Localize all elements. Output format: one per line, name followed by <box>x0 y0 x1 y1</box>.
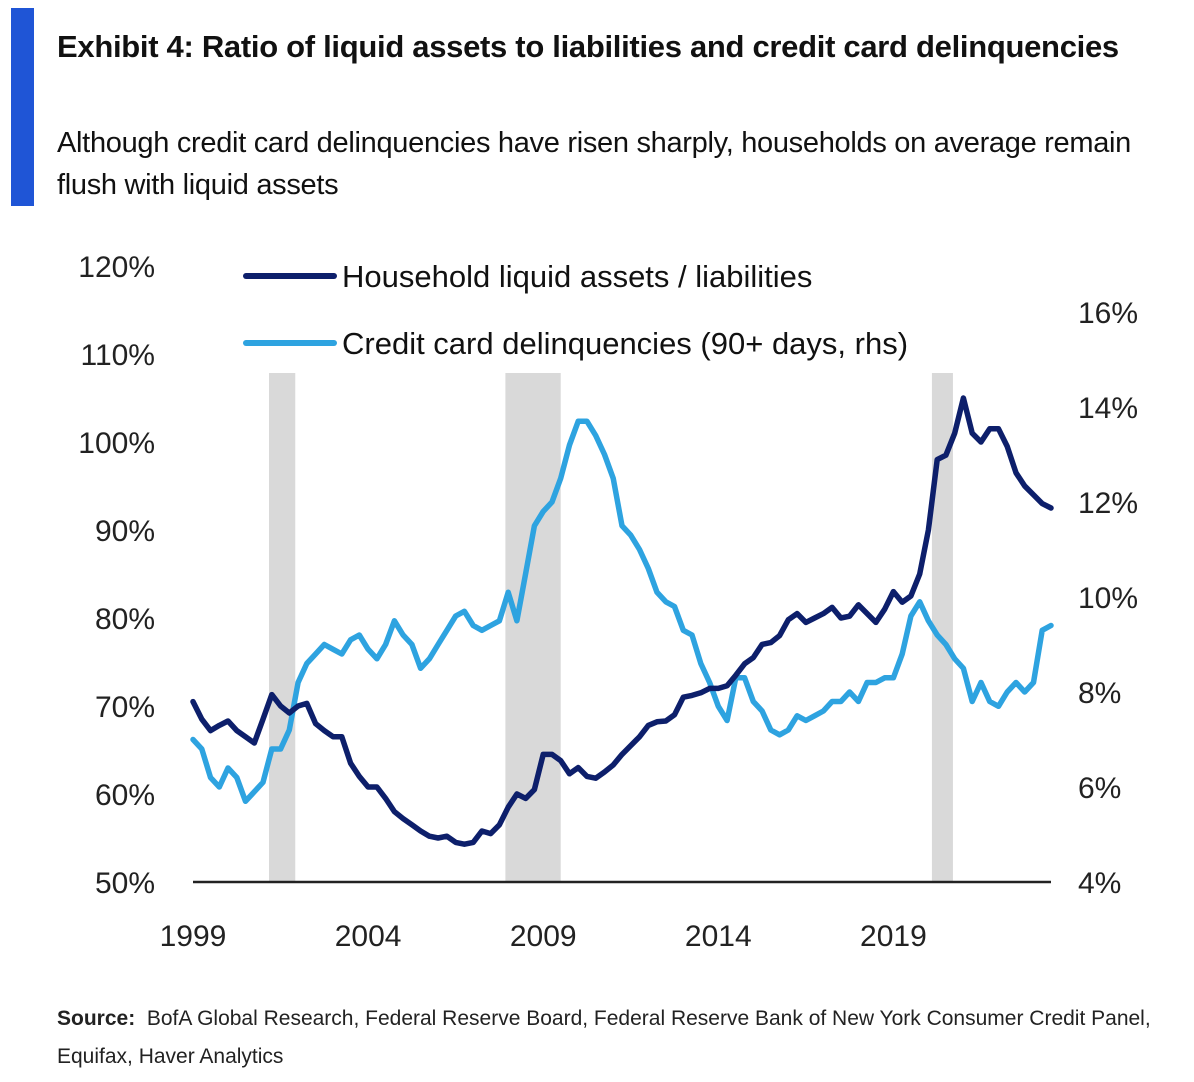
source-note: Source: BofA Global Research, Federal Re… <box>57 1000 1167 1076</box>
y-left-tick-label: 60% <box>95 779 155 812</box>
source-label: Source: <box>57 1007 136 1030</box>
y-right-tick-label: 4% <box>1078 867 1121 900</box>
series-delinquencies-line <box>190 418 1054 805</box>
y-right-tick-label: 14% <box>1078 392 1138 425</box>
x-tick-label: 1999 <box>160 920 227 953</box>
legend: Household liquid assets / liabilities Cre… <box>243 259 908 361</box>
accent-bar <box>11 8 34 206</box>
x-tick-label: 2019 <box>860 920 927 953</box>
legend-label-1: Household liquid assets / liabilities <box>342 259 812 294</box>
recession-band-2 <box>505 373 561 882</box>
legend-label-2: Credit card delinquencies (90+ days, rhs… <box>342 326 908 361</box>
y-right-tick-label: 12% <box>1078 487 1138 520</box>
y-right-tick-label: 6% <box>1078 772 1121 805</box>
recession-shading <box>268 373 953 882</box>
chart-subtitle: Although credit card delinquencies have … <box>57 127 1132 201</box>
y-right-tick-label: 8% <box>1078 677 1121 710</box>
recession-band-3 <box>931 373 953 882</box>
series-lines <box>190 395 1054 847</box>
x-tick-label: 2014 <box>685 920 752 953</box>
y-left-tick-label: 70% <box>95 691 155 724</box>
y-left-tick-label: 120% <box>78 251 155 284</box>
source-text: BofA Global Research, Federal Reserve Bo… <box>57 1007 1151 1068</box>
y-left-tick-label: 80% <box>95 603 155 636</box>
y-left-tick-label: 100% <box>78 427 155 460</box>
y-right-tick-label: 10% <box>1078 582 1138 615</box>
y-right-tick-label: 16% <box>1078 297 1138 330</box>
chart-title: Exhibit 4: Ratio of liquid assets to lia… <box>57 29 1119 64</box>
y-left-tick-label: 90% <box>95 515 155 548</box>
axes: 50% 60% 70% 80% 90% 100% 110% 120% 4% 6% 8% 10% 12% 1… <box>78 251 1138 953</box>
x-tick-label: 2009 <box>510 920 577 953</box>
y-left-tick-label: 50% <box>95 867 155 900</box>
x-tick-label: 2004 <box>335 920 402 953</box>
recession-band-1 <box>268 373 296 882</box>
y-left-tick-label: 110% <box>80 339 155 372</box>
series-liquid-assets-line <box>190 395 1054 847</box>
